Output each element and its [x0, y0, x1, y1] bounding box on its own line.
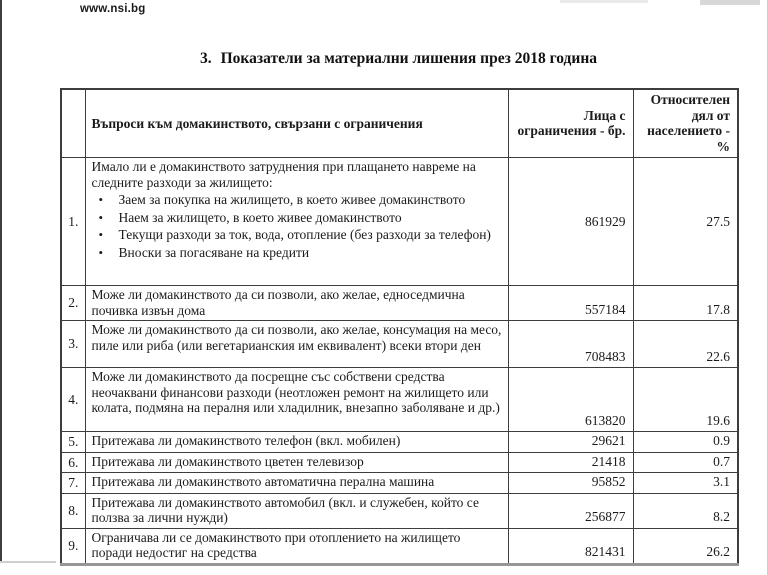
share-value: 0.9 [632, 431, 739, 453]
row-question: Може ли домакинството да си позволи, ако… [84, 285, 509, 321]
share-value: 22.6 [632, 320, 739, 368]
persons-value: 95852 [507, 472, 634, 494]
share-value: 8.2 [632, 492, 739, 529]
row-number: 8. [60, 492, 86, 529]
row-question: Притежава ли домакинството цветен телеви… [84, 451, 509, 473]
scan-artifact-bottom-left [0, 561, 56, 563]
persons-value: 821431 [507, 527, 634, 565]
row-number: 6. [60, 451, 86, 473]
row-question: Притежава ли домакинството телефон (вкл.… [84, 431, 509, 453]
row-number: 1. [60, 157, 86, 286]
persons-value: 708483 [507, 320, 634, 368]
table-row: 7. Притежава ли домакинството автоматичн… [60, 472, 739, 494]
title-number: 3. [200, 50, 212, 67]
persons-value: 256877 [507, 492, 634, 529]
persons-value: 29621 [507, 431, 634, 453]
share-value: 26.2 [632, 527, 739, 565]
row-number: 2. [60, 285, 86, 321]
bullet-item: Наем за жилището, в което живее домакинс… [92, 210, 502, 226]
question-intro: Имало ли е домакинството затруднения при… [91, 159, 476, 190]
page-title: 3. Показатели за материални лишения през … [60, 50, 737, 68]
material-deprivation-table: Въпроси към домакинството, свързани с ог… [60, 88, 739, 566]
website-url: www.nsi.bg [80, 3, 146, 15]
header-row-number-cell [60, 88, 86, 158]
header-relative-share: Относителен дял от населението - % [632, 88, 739, 158]
row-question: Ограничава ли се домакинството при отопл… [84, 527, 509, 565]
row-number: 5. [60, 431, 86, 453]
row-question: Може ли домакинството да си позволи, ако… [84, 320, 509, 368]
persons-value: 21418 [507, 451, 634, 473]
persons-value: 557184 [507, 285, 634, 321]
question-bullet-list: Заем за покупка на жилището, в което жив… [92, 192, 502, 260]
header-persons-count: Лица с ограничения - бр. [507, 88, 634, 158]
table-row: 6. Притежава ли домакинството цветен тел… [60, 451, 739, 473]
bullet-item: Текущи разходи за ток, вода, отопление (… [92, 227, 502, 243]
row-number: 4. [60, 367, 86, 432]
scan-edge-left-line [0, 0, 2, 561]
row-number: 3. [60, 320, 86, 368]
table-row: 3. Може ли домакинството да си позволи, … [60, 320, 739, 368]
share-value: 19.6 [632, 367, 739, 432]
table-row: 9. Ограничава ли се домакинството при от… [60, 527, 739, 565]
row-question: Може ли домакинството да посрещне със со… [84, 367, 509, 432]
bullet-item: Вноски за погасяване на кредити [92, 245, 502, 261]
persons-value: 861929 [507, 157, 634, 286]
share-value: 17.8 [632, 285, 739, 321]
table-row: 8. Притежава ли домакинството автомобил … [60, 492, 739, 529]
row-number: 7. [60, 472, 86, 494]
table-row: 1. Имало ли е домакинството затруднения … [60, 157, 739, 286]
row-question: Имало ли е домакинството затруднения при… [84, 157, 509, 286]
persons-value: 613820 [507, 367, 634, 432]
table-header-row: Въпроси към домакинството, свързани с ог… [60, 88, 739, 158]
title-text: Показатели за материални лишения през 20… [220, 50, 597, 67]
table-row: 5. Притежава ли домакинството телефон (в… [60, 431, 739, 453]
row-number: 9. [60, 527, 86, 565]
bullet-item: Заем за покупка на жилището, в което жив… [92, 192, 502, 208]
share-value: 3.1 [632, 472, 739, 494]
table-row: 4. Може ли домакинството да посрещне със… [60, 367, 739, 432]
scan-artifact-top [560, 0, 648, 3]
row-question: Притежава ли домакинството автомобил (вк… [84, 492, 509, 529]
share-value: 0.7 [632, 451, 739, 473]
share-value: 27.5 [632, 157, 739, 286]
table-row: 2. Може ли домакинството да си позволи, … [60, 285, 739, 321]
row-question: Притежава ли домакинството автоматична п… [84, 472, 509, 494]
scan-artifact-top-right [700, 0, 760, 5]
header-question: Въпроси към домакинството, свързани с ог… [84, 88, 509, 158]
